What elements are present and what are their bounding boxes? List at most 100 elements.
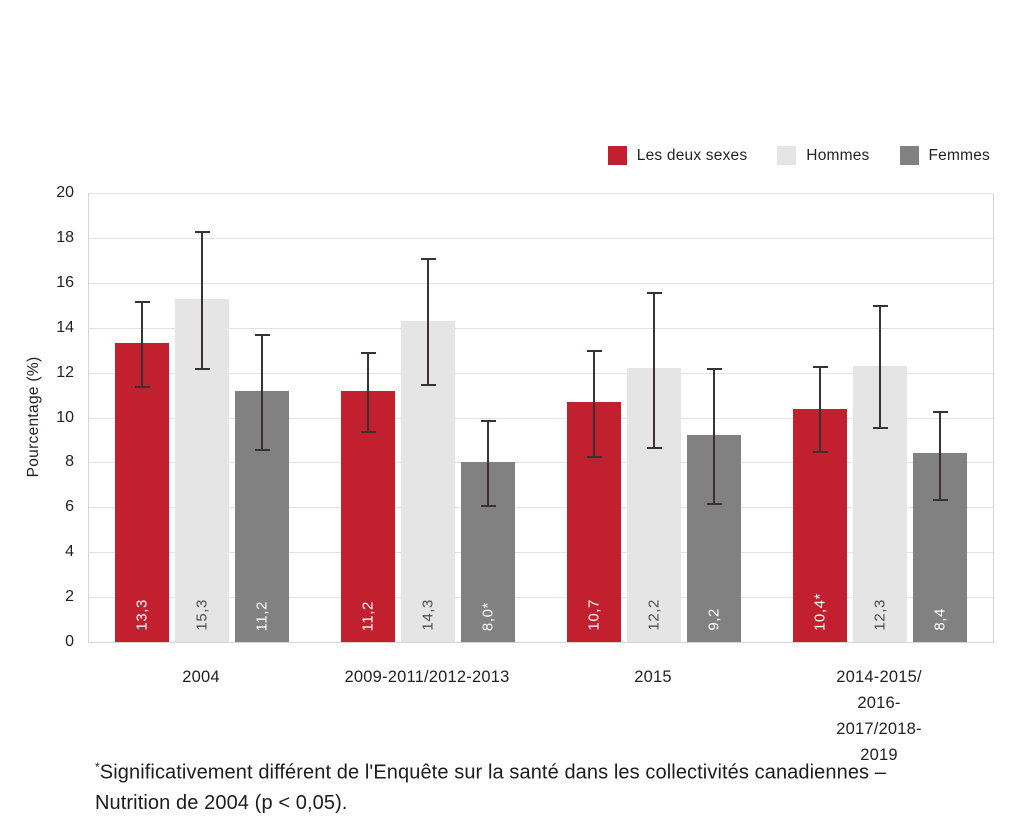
- gridline: [89, 417, 993, 419]
- error-bar: [872, 305, 888, 429]
- y-tick-label: 14: [56, 318, 74, 336]
- error-bar: [480, 419, 496, 508]
- error-bar-line: [487, 419, 489, 508]
- error-bar-cap-bottom: [586, 455, 602, 458]
- error-bar-cap-bottom: [360, 431, 376, 434]
- error-bar: [194, 231, 210, 371]
- error-bar-line: [367, 352, 369, 434]
- footnote-line2: Nutrition de 2004 (p < 0,05).: [95, 791, 348, 814]
- bar-value-label: 11,2: [253, 600, 271, 631]
- error-bar-line: [141, 300, 143, 389]
- y-tick-label: 18: [56, 228, 74, 246]
- x-category-label: 2004: [182, 668, 220, 686]
- y-axis-ticks: 0 2 4 6 8 10 12 14 16 18 20: [0, 184, 74, 650]
- gridline: [89, 193, 993, 194]
- error-bar-cap-bottom: [194, 368, 210, 371]
- error-bar-line: [653, 291, 655, 449]
- error-bar: [812, 365, 828, 454]
- error-bar: [932, 410, 948, 501]
- legend-swatch: [607, 146, 627, 165]
- error-bar-line: [713, 368, 715, 506]
- error-bar: [134, 300, 150, 389]
- gridline: [89, 282, 993, 284]
- x-axis-labels: 2004 2009-2011/2012-2013 2015 2014-2015/ 20…: [88, 664, 992, 764]
- y-tick-label: 8: [65, 453, 74, 471]
- gridline: [89, 462, 993, 464]
- error-bar-line: [427, 258, 429, 387]
- error-bar-cap-bottom: [646, 446, 662, 449]
- bar-value-label: 11,2: [359, 600, 377, 631]
- error-bar-cap-bottom: [420, 384, 436, 387]
- y-tick-label: 4: [65, 543, 74, 561]
- error-bar-cap-bottom: [706, 503, 722, 506]
- bar-value-label: 12,3: [871, 599, 889, 631]
- gridline: [89, 597, 993, 599]
- error-bar-line: [819, 365, 821, 454]
- y-tick-label: 2: [65, 588, 74, 606]
- y-tick-label: 0: [65, 633, 74, 650]
- chart-legend: Les deux sexes Hommes Femmes: [607, 146, 990, 165]
- bar-value-label: 13,3: [133, 599, 151, 631]
- plot-area: 13,3 15,3 11,2 11,2 14,3 8,0* 10,7 12,2 9,2 10,4*…: [88, 193, 994, 643]
- footnote-line1: Significativement différent de l'Enquête…: [99, 761, 887, 784]
- error-bar-line: [939, 410, 941, 501]
- error-bar: [360, 352, 376, 434]
- error-bar-cap-bottom: [872, 426, 888, 429]
- bar-value-label: 15,3: [193, 599, 211, 631]
- legend-item-les-deux-sexes: Les deux sexes: [607, 146, 748, 165]
- legend-label: Les deux sexes: [636, 146, 748, 164]
- error-bar-line: [879, 305, 881, 429]
- error-bar: [646, 291, 662, 449]
- error-bar-cap-bottom: [134, 386, 150, 389]
- legend-swatch: [777, 146, 797, 165]
- legend-label: Femmes: [928, 146, 990, 164]
- footnote-marker: *: [95, 760, 100, 774]
- error-bar-cap-bottom: [480, 505, 496, 508]
- error-bar-cap-top: [932, 410, 948, 413]
- y-tick-label: 20: [56, 184, 74, 201]
- y-tick-label: 6: [65, 498, 74, 516]
- error-bar-line: [201, 231, 203, 371]
- legend-item-femmes: Femmes: [899, 146, 990, 165]
- error-bar-line: [261, 334, 263, 452]
- gridline: [89, 237, 993, 239]
- error-bar-cap-top: [254, 334, 270, 337]
- y-tick-label: 10: [56, 408, 74, 426]
- error-bar-cap-bottom: [812, 451, 828, 454]
- gridline: [89, 507, 993, 509]
- bar-value-label: 14,3: [419, 599, 437, 631]
- gridline: [89, 327, 993, 329]
- error-bar: [586, 350, 602, 458]
- error-bar-cap-top: [420, 258, 436, 261]
- y-tick-label: 12: [56, 363, 74, 381]
- error-bar-cap-top: [812, 365, 828, 368]
- y-tick-label: 16: [56, 273, 74, 291]
- legend-label: Hommes: [806, 146, 870, 164]
- error-bar-cap-top: [586, 350, 602, 353]
- footnote: *Significativement différent de l'Enquêt…: [95, 752, 886, 818]
- bar-value-label: 8,4: [931, 608, 949, 631]
- error-bar-cap-top: [646, 291, 662, 294]
- error-bar-cap-top: [134, 300, 150, 303]
- legend-swatch: [899, 146, 919, 165]
- error-bar-cap-top: [194, 231, 210, 234]
- x-category-label: 2009-2011/2012-2013: [344, 668, 510, 686]
- error-bar-cap-bottom: [932, 498, 948, 501]
- error-bar: [420, 258, 436, 387]
- error-bar: [254, 334, 270, 452]
- error-bar-line: [593, 350, 595, 458]
- bar-value-label: 9,2: [705, 608, 723, 631]
- x-category-label: 2014-2015/ 2016-2017/2018-2019: [836, 668, 922, 764]
- error-bar-cap-bottom: [254, 449, 270, 452]
- bar-les-deux-sexes: 13,3: [115, 343, 169, 642]
- error-bar-cap-top: [872, 305, 888, 308]
- bar-value-label: 8,0*: [479, 601, 497, 631]
- legend-item-hommes: Hommes: [777, 146, 869, 165]
- bar-value-label: 12,2: [645, 599, 663, 631]
- error-bar-cap-top: [360, 352, 376, 355]
- error-bar: [706, 368, 722, 506]
- error-bar-cap-top: [480, 419, 496, 422]
- gridline: [89, 552, 993, 554]
- x-category-label: 2015: [634, 668, 672, 686]
